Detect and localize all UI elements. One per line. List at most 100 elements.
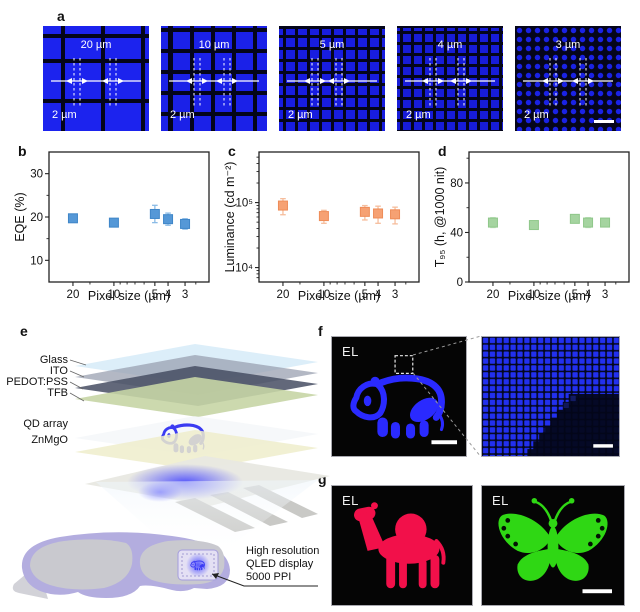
svg-text:20: 20 xyxy=(487,289,500,301)
measurement-annotation xyxy=(405,58,495,106)
projection-cone xyxy=(96,480,318,558)
micrograph-10um: 10 µm 2 µm xyxy=(161,26,267,131)
zoom-region-box xyxy=(394,355,414,374)
measurement-annotation xyxy=(51,58,141,106)
svg-text:10: 10 xyxy=(528,289,541,301)
pitch-label: 4 µm xyxy=(437,39,463,51)
chart-eqe: 20 10 5 4 3 10 20 30 Pixel size (µm) EQE (%) xyxy=(13,151,210,303)
svg-text:30: 30 xyxy=(30,169,43,181)
svg-text:10: 10 xyxy=(318,289,331,301)
dim-pixel xyxy=(563,402,569,409)
micrograph-5um: 5 µm 2 µm xyxy=(279,26,385,131)
display-dashed-frame xyxy=(181,553,215,577)
annotation-arrowhead xyxy=(212,573,219,579)
svg-text:Pixel size (µm): Pixel size (µm) xyxy=(508,289,590,303)
panel-label-c: c xyxy=(228,143,236,159)
svg-text:20: 20 xyxy=(277,289,290,301)
svg-text:40: 40 xyxy=(450,227,463,239)
scale-bar xyxy=(582,589,613,594)
el-image-camel: EL xyxy=(331,485,473,606)
panel-label-b: b xyxy=(18,143,27,159)
annotation-line-2: QLED display xyxy=(246,558,314,570)
svg-text:Luminance (cd m⁻²): Luminance (cd m⁻²) xyxy=(223,162,237,273)
measurement-annotation xyxy=(287,58,377,106)
layer-qd-array xyxy=(75,416,318,456)
layer-glass xyxy=(75,344,318,384)
gap-label: 2 µm xyxy=(52,109,77,121)
el-image-pixel-zoom xyxy=(481,336,620,457)
annotation-leader-line xyxy=(211,573,318,587)
svg-text:EQE (%): EQE (%) xyxy=(13,192,27,241)
leader-glass xyxy=(69,359,87,366)
layer-znmgo xyxy=(75,430,318,470)
dim-pixel xyxy=(570,395,576,402)
layer-pedot xyxy=(75,366,318,406)
panel-label-a: a xyxy=(57,8,65,24)
micrograph-3um: 3 µm 2 µm xyxy=(515,26,621,131)
svg-text:3: 3 xyxy=(602,289,608,301)
svg-text:80: 80 xyxy=(450,178,463,190)
electrode-2 xyxy=(210,492,288,526)
glasses-frame xyxy=(21,532,231,598)
svg-text:3: 3 xyxy=(182,289,188,301)
unlit-region xyxy=(521,394,619,456)
label-qd-array: QD array xyxy=(23,418,68,430)
glasses-right-lens xyxy=(139,540,225,585)
glasses-left-lens xyxy=(30,539,133,590)
panel-label-g: g xyxy=(318,471,327,487)
electrode-1 xyxy=(175,498,255,532)
el-label: EL xyxy=(342,344,359,359)
svg-text:4: 4 xyxy=(165,289,172,301)
el-glow-2 xyxy=(138,482,182,502)
el-label: EL xyxy=(492,493,509,508)
device-structure-diagram: High resolution QLED display 5000 PPI Gl… xyxy=(6,344,330,599)
svg-text:10: 10 xyxy=(108,289,121,301)
label-znmgo: ZnMgO xyxy=(31,434,68,446)
pixel-array-zoom xyxy=(482,337,619,456)
annotation-line-1: High resolution xyxy=(246,545,319,557)
pitch-label: 3 µm xyxy=(555,39,581,51)
display-elephant xyxy=(190,560,206,572)
svg-text:10⁵: 10⁵ xyxy=(235,198,253,210)
svg-text:4: 4 xyxy=(585,289,592,301)
svg-text:10: 10 xyxy=(30,255,43,267)
scale-bar xyxy=(594,120,614,123)
pitch-label: 20 µm xyxy=(80,39,112,51)
svg-text:0: 0 xyxy=(457,277,463,289)
svg-text:3: 3 xyxy=(392,289,398,301)
glasses-temple-arm xyxy=(12,564,49,599)
leader-ito xyxy=(69,370,85,378)
panel-label-d: d xyxy=(438,143,447,159)
qled-display-module xyxy=(177,549,219,581)
el-label: EL xyxy=(342,493,359,508)
measurement-annotation xyxy=(169,58,259,106)
label-ito: ITO xyxy=(50,365,69,377)
micrograph-row: 20 µm 2 µm 10 µm 2 µm 5 µm 2 µm 4 µm 2 µ… xyxy=(43,26,621,131)
electrode-3 xyxy=(243,485,318,518)
label-glass: Glass xyxy=(40,354,69,366)
label-tfb: TFB xyxy=(47,387,68,399)
micrograph-20um: 20 µm 2 µm xyxy=(43,26,149,131)
scale-bar xyxy=(431,440,458,445)
el-image-elephant: EL xyxy=(331,336,467,457)
butterfly-drawing xyxy=(498,497,613,594)
label-pedot: PEDOT:PSS xyxy=(6,376,68,388)
display-glow xyxy=(186,553,210,577)
svg-text:20: 20 xyxy=(30,212,43,224)
layer-tfb xyxy=(75,377,318,417)
camel-drawing xyxy=(354,502,446,589)
el-glow xyxy=(127,464,243,500)
substrate xyxy=(85,456,330,506)
layer-ito xyxy=(75,355,318,395)
svg-text:20: 20 xyxy=(67,289,80,301)
gap-label: 2 µm xyxy=(170,109,195,121)
svg-text:5: 5 xyxy=(572,289,578,301)
chart-luminance: 20 10 5 4 3 10⁴ 10⁵ Pixel size (µm) Luminance (c… xyxy=(223,151,420,303)
svg-text:Pixel size (µm): Pixel size (µm) xyxy=(88,289,170,303)
leader-pedot xyxy=(69,381,84,390)
svg-text:Pixel size (µm): Pixel size (µm) xyxy=(298,289,380,303)
chart-lifetime: 20 10 5 4 3 0 40 80 Pixel size (µm) T₉₅ (h, @1000… xyxy=(433,151,630,303)
svg-text:4: 4 xyxy=(375,289,382,301)
qd-elephant-pattern xyxy=(162,424,203,453)
